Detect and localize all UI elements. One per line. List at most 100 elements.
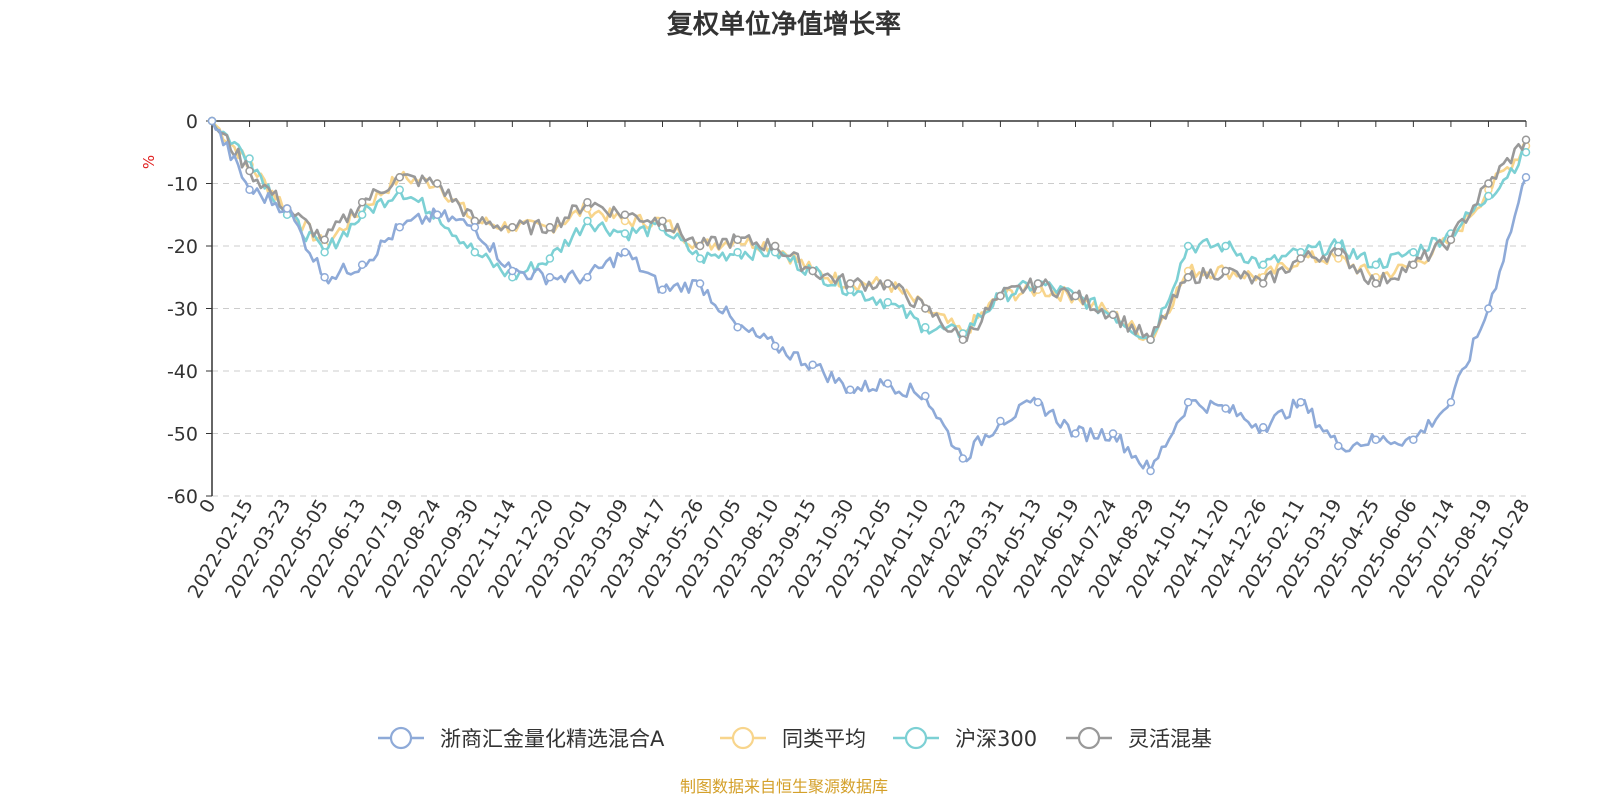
data-point: [357, 198, 367, 207]
data-point: [508, 266, 517, 276]
series-1: [207, 116, 1531, 344]
y-tick-label: -30: [167, 299, 198, 321]
data-point: [1334, 248, 1343, 257]
data-point: [470, 223, 480, 232]
data-point: [808, 266, 817, 276]
data-point: [883, 298, 893, 307]
legend-item-2[interactable]: 沪深300: [893, 726, 1037, 751]
data-point: [1296, 254, 1305, 263]
legend-item-0[interactable]: 浙商汇金量化精选混合A: [378, 726, 665, 751]
data-point: [1371, 260, 1381, 269]
data-point: [620, 210, 630, 219]
data-point: [845, 279, 855, 288]
data-point: [1521, 173, 1531, 182]
data-point: [1221, 266, 1230, 276]
legend-swatch-marker: [389, 726, 413, 750]
data-point: [207, 116, 217, 126]
legend-item-1[interactable]: 同类平均: [720, 726, 866, 751]
data-point: [1258, 423, 1268, 432]
data-point: [1258, 279, 1268, 288]
data-point: [883, 379, 893, 388]
data-point: [433, 210, 442, 219]
y-tick-label: 0: [186, 111, 198, 133]
data-point: [357, 210, 367, 219]
data-point: [921, 391, 930, 401]
data-point: [1108, 429, 1118, 438]
data-point: [658, 216, 667, 226]
series-line: [210, 120, 1527, 342]
data-point: [508, 223, 517, 232]
data-point: [320, 248, 329, 257]
data-point: [1146, 335, 1155, 344]
series-lines: [207, 116, 1531, 476]
data-point: [808, 360, 817, 369]
data-point: [1446, 398, 1456, 407]
data-point: [1071, 291, 1080, 301]
series-3: [207, 116, 1531, 344]
data-point: [845, 385, 855, 394]
data-point: [695, 241, 705, 251]
data-point: [1521, 148, 1531, 157]
data-point: [1221, 241, 1230, 251]
series-0: [207, 116, 1531, 476]
data-point: [1484, 179, 1493, 188]
axes: 0-10-20-30-40-50-6002022-02-152022-03-23…: [167, 111, 1534, 602]
data-point: [1334, 441, 1343, 451]
data-point: [1183, 241, 1193, 251]
y-tick-label: -50: [167, 424, 198, 446]
data-point: [620, 229, 630, 238]
data-point: [770, 241, 780, 251]
data-point: [996, 416, 1005, 426]
data-point: [958, 454, 968, 463]
data-point: [395, 185, 404, 194]
data-point: [583, 198, 592, 207]
chart-title: 复权单位净值增长率: [667, 9, 901, 40]
data-point: [470, 248, 480, 257]
legend-label: 浙商汇金量化精选混合A: [440, 727, 665, 751]
data-point: [921, 323, 930, 332]
data-point: [1033, 279, 1043, 288]
y-tick-label: -60: [167, 486, 198, 508]
legend[interactable]: 浙商汇金量化精选混合A 同类平均 沪深300 灵活混基: [378, 726, 1212, 751]
data-point: [357, 260, 367, 269]
data-point: [733, 248, 742, 257]
series-line: [210, 120, 1528, 343]
data-point: [1521, 135, 1531, 144]
data-point: [1071, 429, 1080, 438]
data-point: [583, 216, 592, 226]
data-point: [1409, 260, 1418, 269]
data-point: [1033, 398, 1043, 407]
data-point: [1221, 404, 1230, 413]
data-point: [733, 235, 742, 244]
data-point: [996, 291, 1005, 301]
data-point: [1409, 248, 1418, 257]
data-point: [433, 179, 442, 188]
data-point: [320, 273, 329, 282]
data-point: [395, 173, 404, 182]
series-line: [210, 120, 1528, 473]
legend-swatch-marker: [731, 726, 755, 750]
x-tick-label: 0: [195, 496, 220, 517]
data-point: [883, 279, 893, 288]
data-point: [1446, 235, 1456, 244]
y-tick-label: -20: [167, 236, 198, 258]
data-point: [545, 223, 555, 232]
data-point: [1371, 279, 1381, 288]
data-point: [1258, 260, 1268, 269]
legend-swatch-marker: [904, 726, 928, 750]
data-point: [770, 341, 780, 351]
data-point: [395, 223, 404, 232]
data-point: [245, 185, 254, 194]
grid-lines: [212, 183, 1526, 497]
data-point: [695, 279, 705, 288]
data-source-note: 制图数据来自恒生聚源数据库: [680, 777, 888, 796]
y-tick-label: -10: [167, 174, 198, 196]
data-point: [1296, 398, 1305, 407]
series-2: [207, 116, 1531, 344]
data-point: [1146, 466, 1155, 476]
data-point: [245, 166, 254, 176]
series-line: [211, 120, 1528, 342]
legend-item-3[interactable]: 灵活混基: [1066, 726, 1212, 751]
data-point: [1183, 273, 1193, 282]
